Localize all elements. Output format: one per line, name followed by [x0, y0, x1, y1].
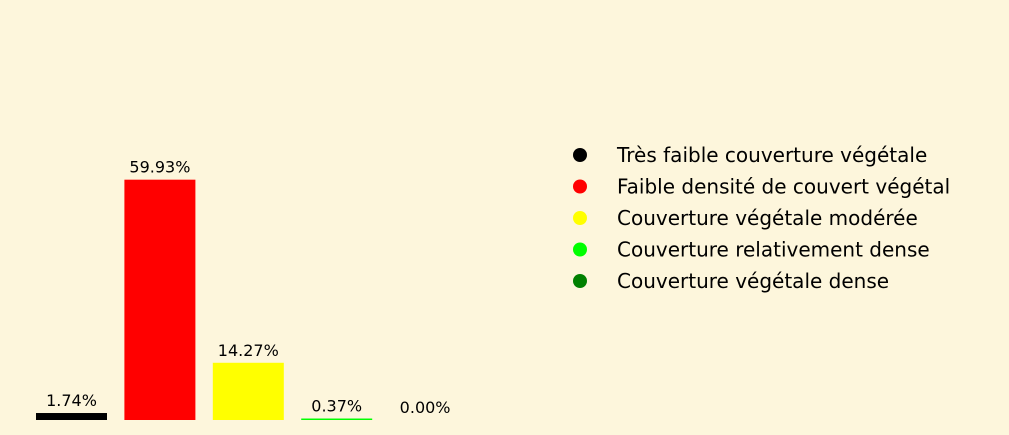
legend-marker-3: [573, 211, 587, 225]
legend: Très faible couverture végétale Faible de…: [573, 143, 950, 293]
bar-value-label-5: 0.00%: [400, 398, 451, 417]
legend-item-4: Couverture relativement dense: [573, 238, 930, 262]
bar-value-label-4: 0.37%: [311, 397, 362, 416]
legend-item-3: Couverture végétale modérée: [573, 206, 918, 230]
legend-marker-2: [573, 179, 587, 194]
legend-label-5: Couverture végétale dense: [617, 269, 889, 293]
bar-3: [212, 362, 284, 420]
bars-group: [36, 179, 373, 420]
bar-value-label-1: 1.74%: [46, 391, 97, 410]
legend-label-4: Couverture relativement dense: [617, 238, 930, 262]
data-labels-group: 1.74% 59.93% 14.27% 0.37% 0.00%: [46, 158, 450, 417]
legend-marker-4: [573, 242, 587, 257]
legend-label-1: Très faible couverture végétale: [616, 143, 927, 167]
bar-value-label-3: 14.27%: [218, 341, 279, 360]
bar-2: [124, 179, 196, 420]
bar-value-label-2: 59.93%: [129, 158, 190, 177]
bar-1: [36, 413, 107, 420]
bar-4: [301, 418, 373, 420]
legend-label-2: Faible densité de couvert végétal: [617, 175, 950, 199]
legend-label-3: Couverture végétale modérée: [617, 206, 918, 230]
legend-item-2: Faible densité de couvert végétal: [573, 175, 950, 199]
legend-item-5: Couverture végétale dense: [573, 269, 889, 293]
legend-marker-1: [573, 148, 587, 162]
legend-item-1: Très faible couverture végétale: [573, 143, 927, 167]
legend-marker-5: [573, 274, 587, 288]
